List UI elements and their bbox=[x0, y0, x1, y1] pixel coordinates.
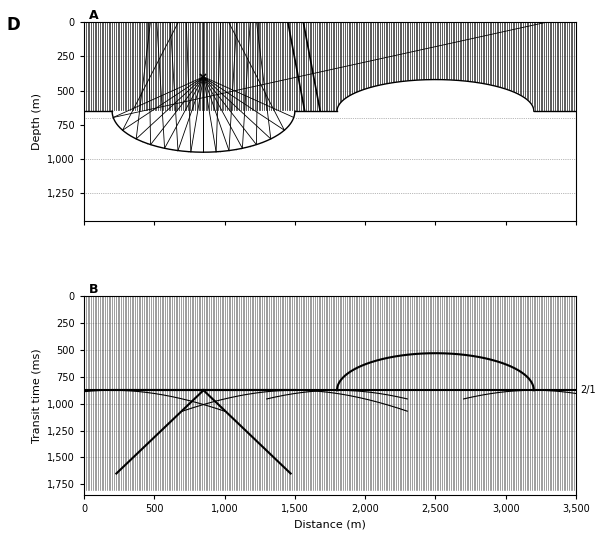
Text: 2/1: 2/1 bbox=[580, 385, 596, 395]
X-axis label: Distance (m): Distance (m) bbox=[294, 520, 366, 530]
Text: B: B bbox=[89, 283, 98, 296]
Y-axis label: Depth (m): Depth (m) bbox=[32, 93, 41, 150]
Text: D: D bbox=[6, 16, 20, 35]
Text: A: A bbox=[89, 9, 98, 22]
Y-axis label: Transit time (ms): Transit time (ms) bbox=[32, 348, 41, 443]
